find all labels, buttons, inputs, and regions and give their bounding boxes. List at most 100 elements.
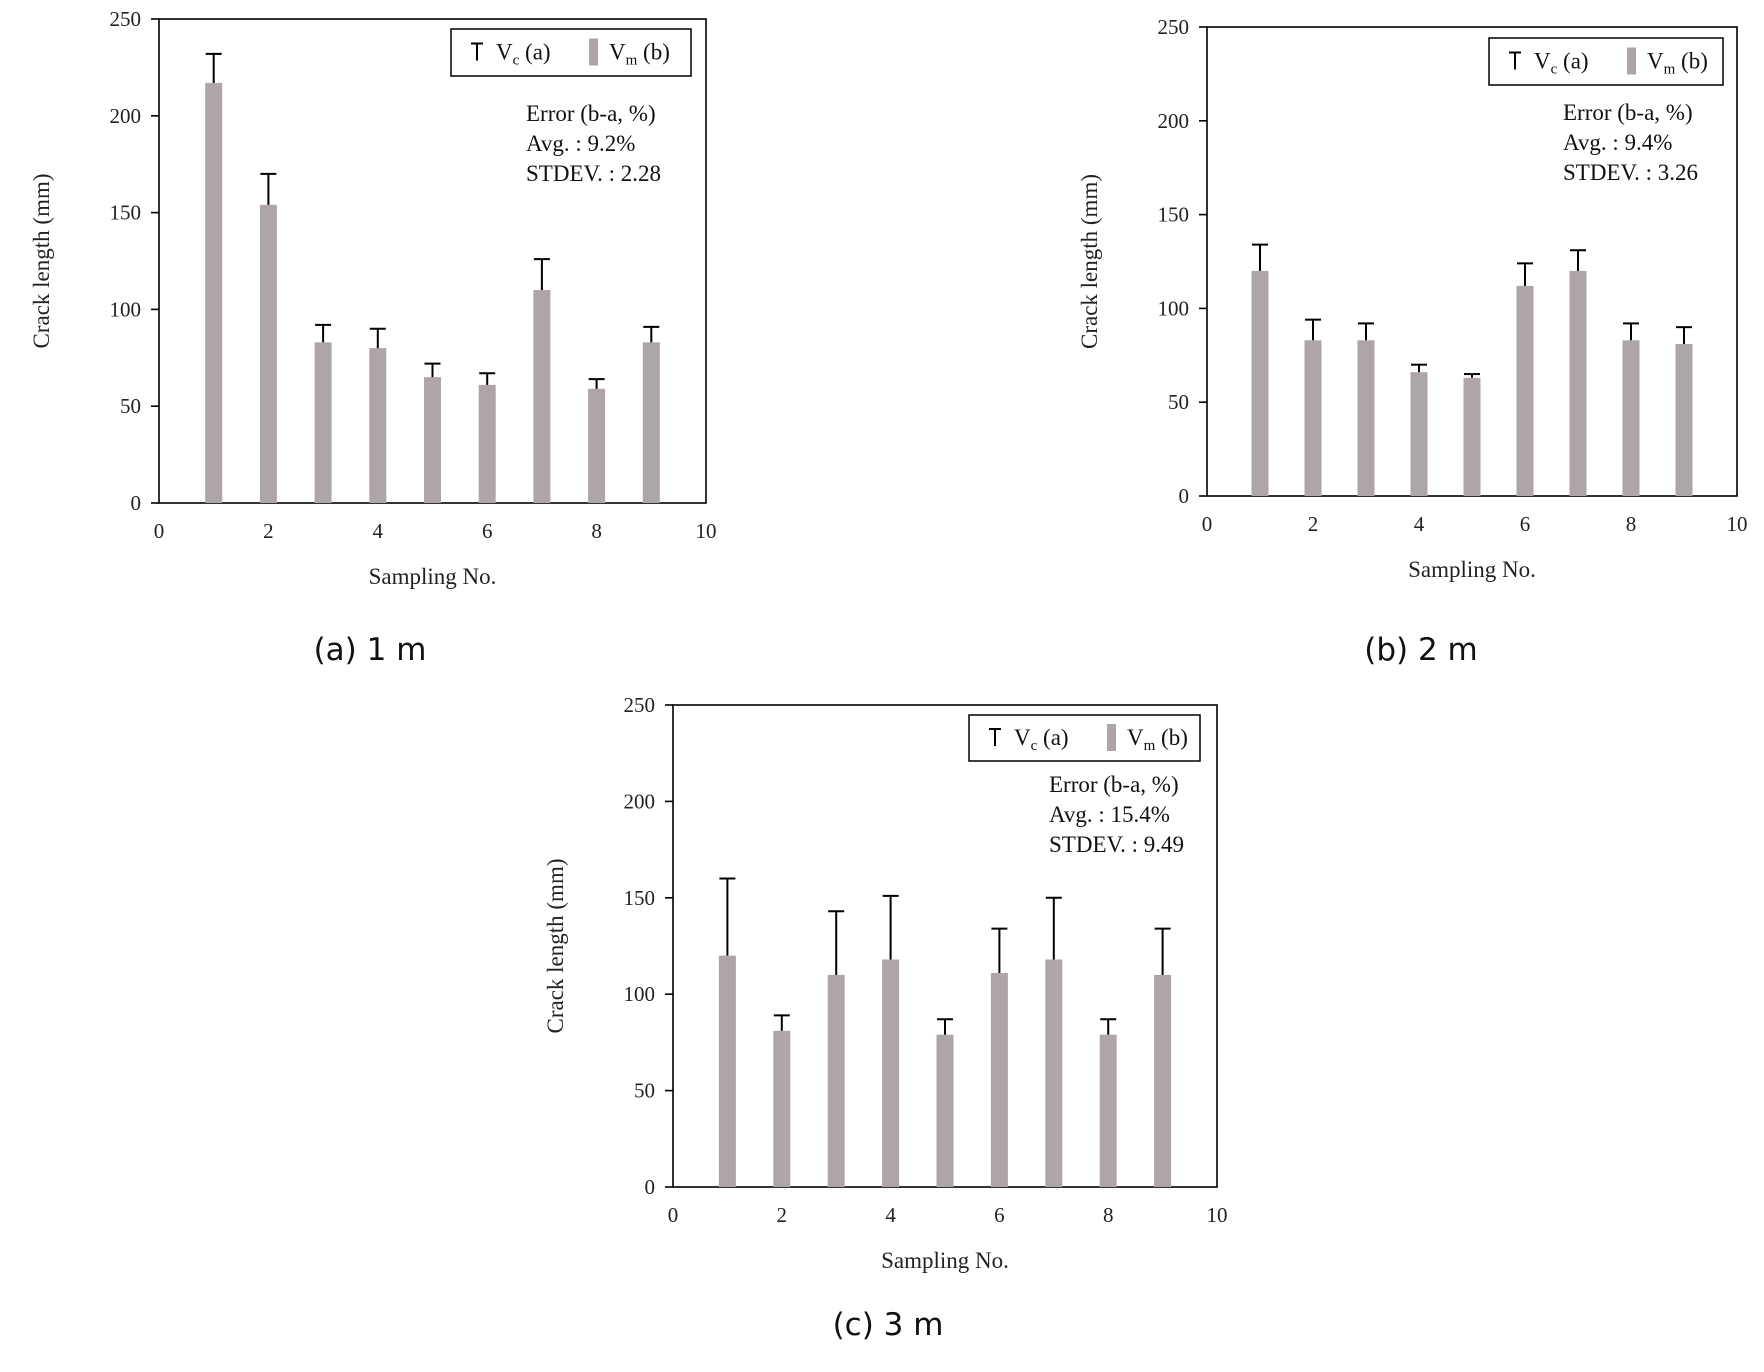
bar-vm (1622, 340, 1640, 496)
bar-vm (369, 348, 387, 503)
legend-vc-label: Vc (a) (1534, 49, 1589, 78)
x-tick-label: 0 (668, 1203, 679, 1227)
x-tick-label: 6 (1520, 512, 1531, 536)
y-tick-label: 150 (624, 886, 656, 910)
x-tick-label: 10 (1727, 512, 1748, 536)
y-tick-label: 50 (120, 394, 141, 418)
bar-vm (1251, 270, 1269, 496)
bar-vm (990, 972, 1008, 1187)
error-annotation-line: Error (b-a, %) (1049, 772, 1179, 797)
error-annotation-line: Error (b-a, %) (526, 101, 656, 126)
y-tick-label: 50 (1168, 390, 1189, 414)
legend-bar-icon (1107, 724, 1116, 751)
y-tick-label: 150 (110, 201, 142, 225)
legend-box (968, 714, 1201, 762)
y-axis-title: Crack length (mm) (1077, 174, 1102, 349)
bar-vm (588, 388, 606, 503)
bar-vm (827, 974, 845, 1187)
x-tick-label: 2 (263, 519, 274, 543)
y-tick-label: 200 (110, 104, 142, 128)
x-tick-label: 4 (1414, 512, 1425, 536)
bar-vm (314, 342, 332, 503)
x-axis-title: Sampling No. (881, 1248, 1009, 1273)
bar-vm (259, 204, 277, 503)
error-annotation-line: Error (b-a, %) (1563, 100, 1693, 125)
legend-vc-label: Vc (a) (496, 40, 551, 69)
x-tick-label: 10 (696, 519, 717, 543)
y-tick-label: 100 (110, 297, 142, 321)
y-tick-label: 250 (1158, 15, 1190, 39)
bar-vm (1099, 1034, 1117, 1187)
legend-bar-icon (1627, 47, 1636, 75)
legend: Vc (a) Vm (b) (450, 28, 692, 77)
chart-caption: (a) 1 m (314, 632, 427, 668)
y-tick-label: 0 (1179, 484, 1190, 508)
y-tick-label: 100 (1158, 296, 1190, 320)
y-tick-label: 0 (131, 491, 142, 515)
bar-vm (882, 959, 900, 1187)
legend-vm-label: Vm (b) (1647, 49, 1708, 78)
x-tick-label: 2 (1308, 512, 1319, 536)
legend-vm-label: Vm (b) (609, 40, 670, 69)
y-tick-label: 250 (110, 7, 142, 31)
x-tick-label: 4 (373, 519, 384, 543)
bar-vm (936, 1034, 954, 1187)
bar-vm (1675, 344, 1693, 496)
chart-c: 0 50 100 150 200 250 0 2 4 6 8 10 Sampling No. Crack … (543, 693, 1228, 1343)
x-axis-title: Sampling No. (1408, 557, 1536, 582)
bar-vm (718, 955, 736, 1187)
x-tick-label: 2 (777, 1203, 788, 1227)
bar-vm (642, 342, 660, 503)
bar-vm (1045, 959, 1063, 1187)
bar-vm (1304, 340, 1322, 496)
x-tick-label: 4 (885, 1203, 896, 1227)
x-tick-label: 8 (1626, 512, 1637, 536)
chart-b: 0 50 100 150 200 250 0 2 4 6 8 10 Sampling No. Crack … (1077, 15, 1748, 668)
y-tick-label: 250 (624, 693, 656, 717)
x-axis-title: Sampling No. (369, 564, 497, 589)
legend: Vc (a) Vm (b) (968, 714, 1201, 762)
y-tick-label: 50 (634, 1079, 655, 1103)
bar-vm (205, 82, 223, 503)
error-annotation-line: STDEV. : 9.49 (1049, 832, 1184, 857)
bar-vm (1154, 974, 1172, 1187)
bar-vm (424, 377, 441, 503)
error-annotation-line: Avg. : 9.2% (526, 131, 635, 156)
bar-vm (1569, 270, 1587, 496)
x-tick-label: 8 (1103, 1203, 1114, 1227)
bar-vm (1463, 377, 1481, 496)
x-tick-label: 0 (1202, 512, 1213, 536)
bar-vm (1357, 340, 1375, 496)
bar-vm (1410, 372, 1428, 496)
x-tick-label: 10 (1207, 1203, 1228, 1227)
error-annotation-line: Avg. : 9.4% (1563, 130, 1672, 155)
error-annotation-line: STDEV. : 2.28 (526, 161, 661, 186)
bar-vm (773, 1030, 791, 1187)
legend-vm-label: Vm (b) (1127, 725, 1188, 754)
y-axis-title: Crack length (mm) (543, 858, 568, 1033)
y-tick-label: 150 (1158, 203, 1190, 227)
y-tick-label: 200 (1158, 109, 1190, 133)
chart-caption: (c) 3 m (833, 1307, 944, 1343)
bar-vm (1516, 285, 1534, 496)
bar-vm (533, 290, 551, 503)
legend-box (450, 28, 692, 77)
error-annotation-line: STDEV. : 3.26 (1563, 160, 1698, 185)
x-tick-label: 0 (154, 519, 165, 543)
y-tick-label: 200 (624, 789, 656, 813)
legend: Vc (a) Vm (b) (1488, 37, 1724, 86)
y-tick-label: 0 (645, 1175, 656, 1199)
chart-a: 0 50 100 150 200 250 0 2 4 6 8 10 Sampling No. Crack … (29, 7, 717, 668)
legend-vc-label: Vc (a) (1014, 725, 1069, 754)
x-tick-label: 6 (482, 519, 493, 543)
y-tick-label: 100 (624, 982, 656, 1006)
x-tick-label: 6 (994, 1203, 1005, 1227)
error-annotation-line: Avg. : 15.4% (1049, 802, 1170, 827)
bar-vm (478, 384, 496, 503)
legend-bar-icon (589, 38, 598, 66)
x-tick-label: 8 (591, 519, 602, 543)
y-axis-title: Crack length (mm) (29, 173, 54, 348)
legend-box (1488, 37, 1724, 86)
chart-caption: (b) 2 m (1364, 632, 1478, 668)
